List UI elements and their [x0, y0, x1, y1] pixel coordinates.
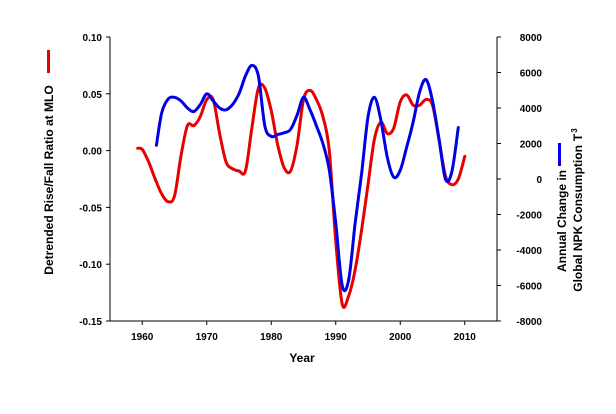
x-tick-label: 1960 — [131, 332, 154, 343]
x-tick-label: 2000 — [389, 332, 412, 343]
right-y-tick-label: -4000 — [516, 246, 542, 257]
left-y-tick-label: 0.05 — [83, 90, 103, 101]
left-y-tick-label: -0.05 — [79, 203, 102, 214]
right-y-axis-title-line1: Annual Change in — [555, 170, 569, 272]
right-y-tick-label: 6000 — [520, 69, 543, 80]
chart-titles: Year Detrended Rise/Fall Ratio at MLO An… — [42, 50, 585, 365]
left-y-tick-label: 0.10 — [83, 33, 103, 44]
right-y-tick-label: -2000 — [516, 211, 542, 222]
chart-ticks: 1960 1970 1980 1990 2000 2010 -0.15 -0.10 -0.05 0… — [79, 33, 542, 343]
left-legend-swatch — [47, 50, 50, 73]
right-y-tick-label: 0 — [536, 175, 542, 186]
x-tick-label: 1970 — [196, 332, 219, 343]
left-y-tick-label: -0.10 — [79, 260, 102, 271]
right-y-tick-label: -8000 — [516, 317, 542, 328]
right-legend-swatch — [558, 143, 561, 166]
chart-axes — [109, 37, 498, 322]
right-y-axis-title-line2: Global NPK Consumption T3 — [570, 128, 585, 292]
right-y-tick-label: 4000 — [520, 104, 543, 115]
x-tick-label: 1980 — [260, 332, 283, 343]
right-y-axis-unit: T — [571, 133, 585, 141]
right-y-tick-label: 2000 — [520, 140, 543, 151]
x-tick-label: 1990 — [325, 332, 348, 343]
left-y-tick-label: -0.15 — [79, 317, 102, 328]
x-tick-label: 2010 — [454, 332, 477, 343]
x-axis-title: Year — [289, 351, 315, 365]
left-y-axis-title: Detrended Rise/Fall Ratio at MLO — [42, 85, 56, 274]
rise-fall-ratio-series-line — [136, 82, 467, 309]
right-y-tick-label: -6000 — [516, 282, 542, 293]
npk-consumption-series-line — [154, 63, 460, 293]
chart-series — [136, 63, 467, 309]
right-y-tick-label: 8000 — [520, 33, 543, 44]
right-y-axis-title-line2-text: Global NPK Consumption — [571, 145, 585, 292]
left-y-tick-label: 0.00 — [83, 147, 103, 158]
right-y-axis-unit-exponent: 3 — [570, 128, 579, 133]
